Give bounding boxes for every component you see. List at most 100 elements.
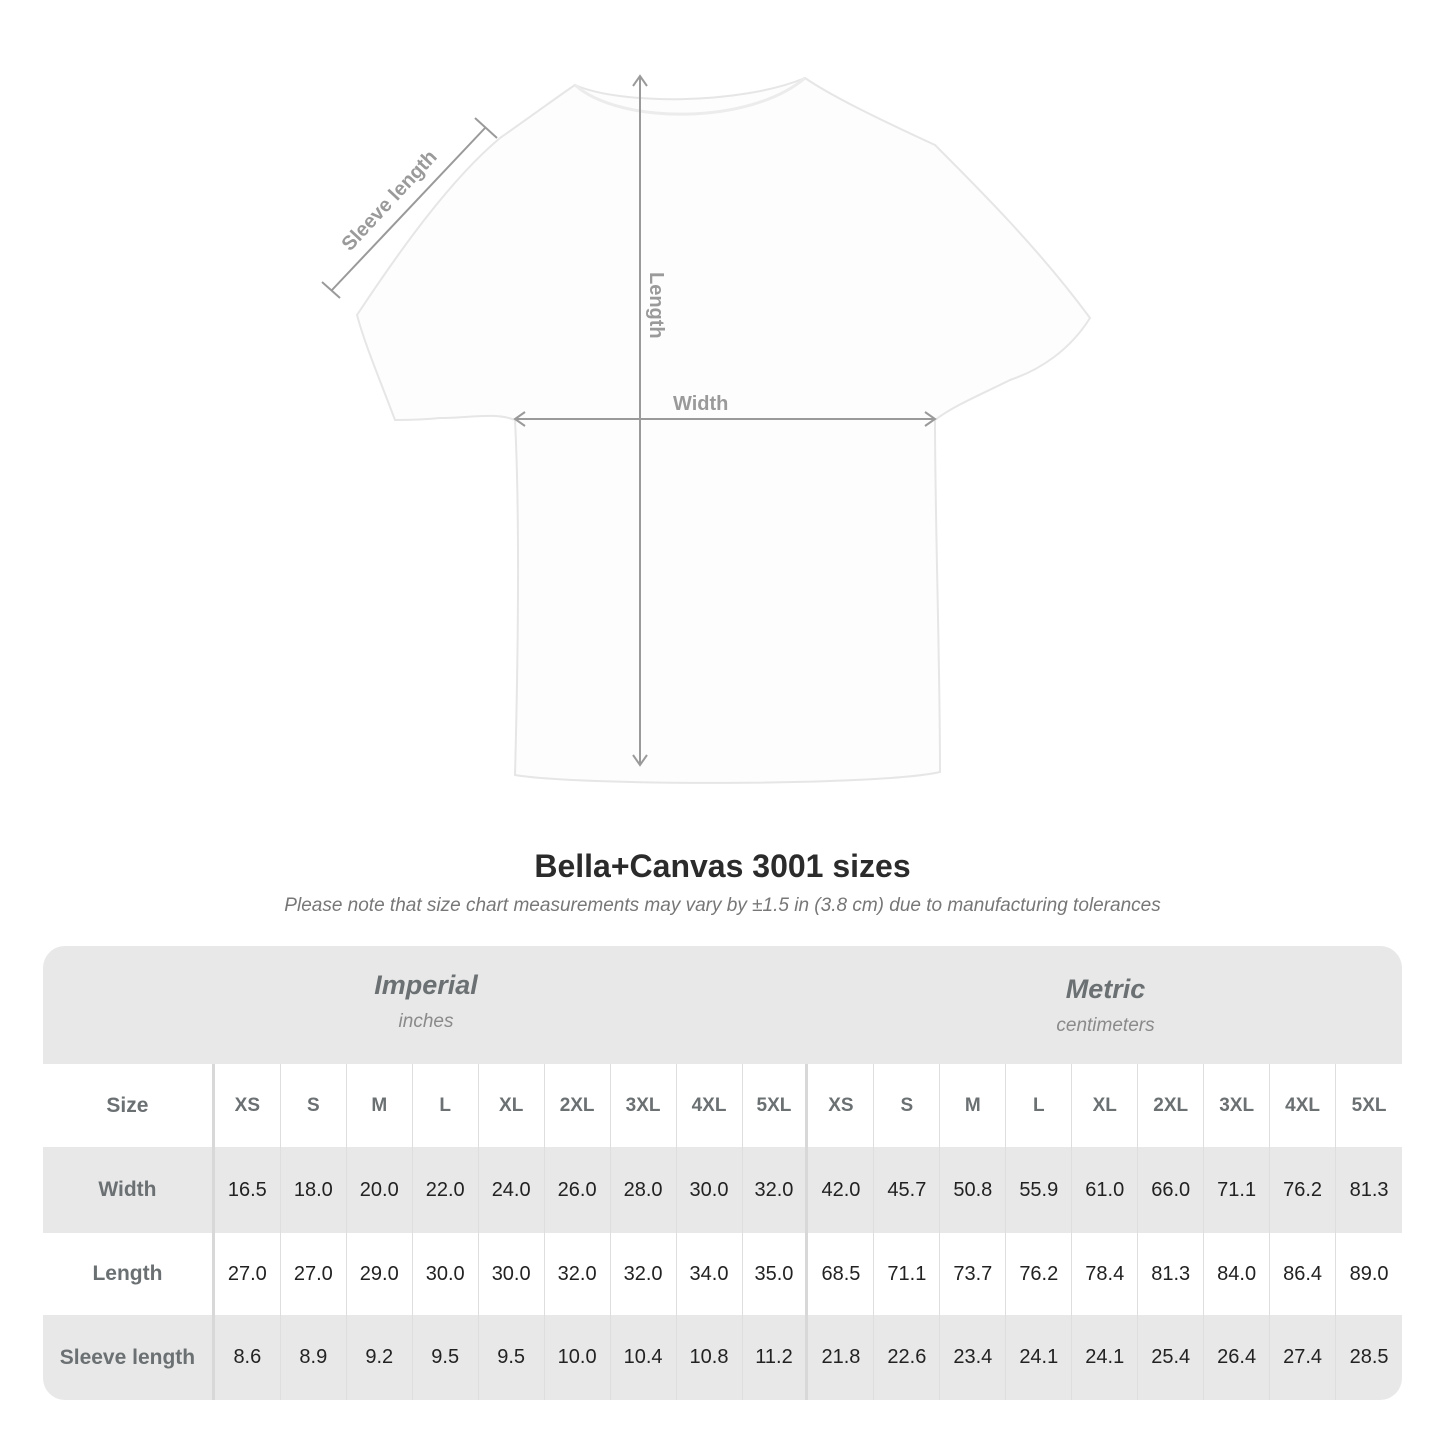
header-band: [43, 946, 1402, 1064]
value-cell: 30.0: [479, 1233, 545, 1315]
value-cell: 76.2: [1006, 1233, 1073, 1315]
value-cell: 22.6: [874, 1315, 941, 1400]
size-header-cell: XS: [215, 1064, 281, 1147]
value-cell: 16.5: [215, 1147, 281, 1233]
value-cell: 24.0: [479, 1147, 545, 1233]
value-cell: 10.4: [611, 1315, 677, 1400]
value-cell: 32.0: [545, 1233, 611, 1315]
size-header-cell: 3XL: [611, 1064, 677, 1147]
value-cell: 28.5: [1349, 1346, 1389, 1368]
value-cell: 81.3: [1349, 1178, 1389, 1201]
size-header-cell: 5XL: [743, 1064, 809, 1147]
value-cell: 24.1: [1072, 1315, 1139, 1400]
value-cell: 30.0: [413, 1233, 479, 1315]
table-row: Length 27.0 27.0 29.0 30.0 30.0 32.0 32.0 34.0 35…: [43, 1233, 1402, 1315]
value-cell: 73.7: [940, 1233, 1007, 1315]
table-row: Sleeve length 8.6 8.9 9.2 9.5 9.5 10.0 10.4 10.8…: [43, 1315, 1402, 1400]
value-cell: 50.8: [940, 1147, 1007, 1233]
size-header-row: Size XS S M L XL 2XL 3XL 4XL 5XL XS S M L XL 2XL 3XL 4XL 5…: [43, 1064, 1402, 1147]
value-cell: 81.3: [1138, 1233, 1205, 1315]
value-cell: 23.4: [940, 1315, 1007, 1400]
imperial-header: Imperial inches: [215, 970, 637, 1088]
metric-title: Metric: [1065, 974, 1146, 1004]
size-table: Imperial inches Metric centimeters Size X…: [43, 946, 1402, 1400]
value-cell: 9.5: [413, 1315, 479, 1400]
size-header-cell: 4XL: [677, 1064, 743, 1147]
value-cell: 11.2: [743, 1315, 809, 1400]
value-cell: 8.6: [215, 1315, 281, 1400]
value-cell: 20.0: [347, 1147, 413, 1233]
tshirt-shape: [355, 76, 1092, 784]
value-cell: 32.0: [611, 1233, 677, 1315]
value-cell: 32.0: [743, 1147, 809, 1233]
size-header-cell: XS: [808, 1064, 875, 1147]
value-cell: 35.0: [743, 1233, 809, 1315]
size-header-cell: S: [281, 1064, 347, 1147]
sleeve-length-line: [331, 127, 486, 291]
size-header-cell: 2XL: [545, 1064, 611, 1147]
size-header-cell: M: [347, 1064, 413, 1147]
value-cell: 27.0: [281, 1233, 347, 1315]
size-header-cell: 5XL: [1351, 1094, 1387, 1116]
length-label: Length: [645, 272, 667, 339]
value-cell: 26.4: [1204, 1315, 1271, 1400]
value-cell: 30.0: [677, 1147, 743, 1233]
row-label: Sleeve length: [43, 1315, 215, 1400]
size-header-cell: L: [1006, 1064, 1073, 1147]
arrow-head: [632, 74, 648, 87]
arrow-head: [632, 754, 648, 767]
value-cell: 28.0: [611, 1147, 677, 1233]
value-cell: 9.2: [347, 1315, 413, 1400]
value-cell: 9.5: [479, 1315, 545, 1400]
value-cell: 68.5: [808, 1233, 875, 1315]
tolerance-note: Please note that size chart measurements…: [284, 895, 1161, 916]
value-cell: 84.0: [1204, 1233, 1271, 1315]
sleeve-length-cap: [474, 117, 498, 139]
row-label: Width: [43, 1147, 215, 1233]
value-cell: 10.0: [545, 1315, 611, 1400]
value-cell: 18.0: [281, 1147, 347, 1233]
collar: [574, 76, 806, 116]
size-header-cell: XL: [479, 1064, 545, 1147]
value-cell: 45.7: [874, 1147, 941, 1233]
row-label: Length: [43, 1233, 215, 1315]
size-header-cell: L: [413, 1064, 479, 1147]
value-cell: 24.1: [1006, 1315, 1073, 1400]
arrow-head: [924, 411, 937, 427]
size-header-cell: M: [940, 1064, 1007, 1147]
value-cell: 34.0: [677, 1233, 743, 1315]
row-label: Size: [43, 1064, 215, 1147]
value-cell: 61.0: [1072, 1147, 1139, 1233]
size-header-cell: XL: [1072, 1064, 1139, 1147]
value-cell: 55.9: [1006, 1147, 1073, 1233]
size-header-cell: 3XL: [1204, 1064, 1271, 1147]
value-cell: 42.0: [808, 1147, 875, 1233]
tshirt-diagram: Sleeve length Length Width: [321, 74, 1092, 784]
metric-unit: centimeters: [1056, 1015, 1155, 1036]
value-cell: 71.1: [1204, 1147, 1271, 1233]
value-cell: 86.4: [1270, 1233, 1337, 1315]
size-header-cell: S: [874, 1064, 941, 1147]
metric-header: Metric centimeters: [809, 974, 1402, 1092]
size-header-cell: 2XL: [1138, 1064, 1205, 1147]
value-cell: 8.9: [281, 1315, 347, 1400]
value-cell: 21.8: [808, 1315, 875, 1400]
width-label: Width: [673, 393, 728, 415]
value-cell: 27.0: [215, 1233, 281, 1315]
value-cell: 76.2: [1270, 1147, 1337, 1233]
value-cell: 22.0: [413, 1147, 479, 1233]
value-cell: 27.4: [1270, 1315, 1337, 1400]
value-cell: 78.4: [1072, 1233, 1139, 1315]
imperial-unit: inches: [398, 1011, 454, 1032]
chart-title: Bella+Canvas 3001 sizes: [534, 848, 911, 884]
value-cell: 10.8: [677, 1315, 743, 1400]
arrow-head: [513, 411, 526, 427]
size-header-cell: 4XL: [1270, 1064, 1337, 1147]
sleeve-length-cap: [321, 281, 341, 299]
value-cell: 71.1: [874, 1233, 941, 1315]
value-cell: 89.0: [1349, 1262, 1389, 1285]
value-cell: 26.0: [545, 1147, 611, 1233]
imperial-title: Imperial: [374, 970, 478, 1000]
value-cell: 66.0: [1138, 1147, 1205, 1233]
value-cell: 29.0: [347, 1233, 413, 1315]
